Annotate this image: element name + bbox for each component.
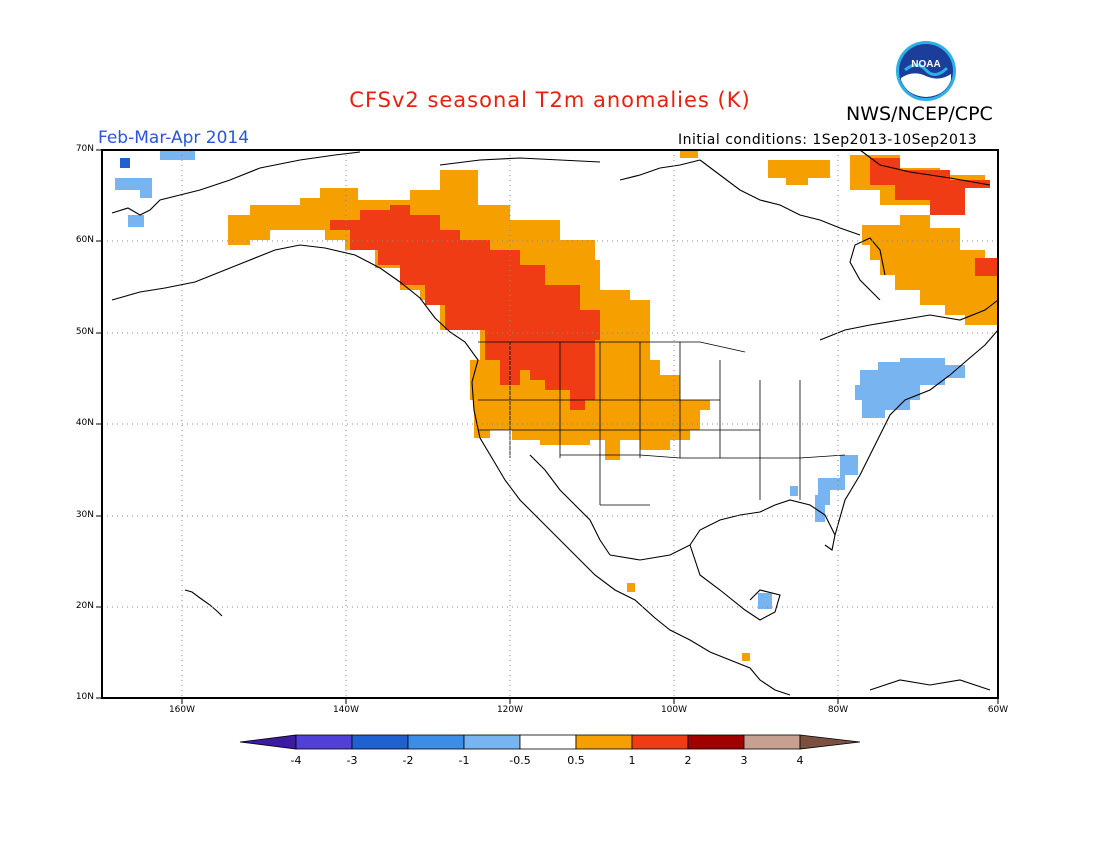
lat-label-50n: 50N [75,327,94,337]
lat-label-70n: 70N [75,144,94,154]
colorbar-tick-label: -2 [402,754,414,767]
cold-anomaly-alaska-sw [128,215,144,227]
colorbar-swatch [463,734,521,750]
anomaly-field [115,150,998,661]
colorbar-swatch [743,734,801,750]
initial-conditions: Initial conditions: 1Sep2013-10Sep2013 [678,132,978,148]
cold-anomaly-bering [120,158,130,168]
lon-label-120w: 120W [496,705,524,715]
colorbar-swatch [687,734,745,750]
colorbar-tick-label: -0.5 [509,754,531,767]
colorbar-swatch [407,734,465,750]
cold-anomaly-gulf [790,486,798,496]
lon-label-140w: 140W [332,705,360,715]
cold-anomaly-yucatan [758,593,772,609]
colorbar-swatch [631,734,689,750]
cold-anomaly-alaska-west [115,178,152,198]
lat-label-30n: 30N [75,510,94,520]
colorbar-swatch [519,734,577,750]
lon-label-80w: 80W [827,705,849,715]
lat-label-60n: 60N [75,235,94,245]
coastlines [111,149,999,696]
hot-anomaly-greenland [870,158,990,215]
colorbar [239,734,861,750]
map-title: CFSv2 seasonal T2m anomalies (K) [349,88,751,112]
lon-label-160w: 160W [168,705,196,715]
organization-label: NWS/NCEP/CPC [846,103,993,125]
colorbar-tick-label: 4 [796,754,804,767]
noaa-logo-text: NOAA [911,59,940,70]
warm-anomaly-baffin [680,150,698,158]
lon-label-60w: 60W [987,705,1009,715]
colorbar-tick-label: 3 [740,754,748,767]
colorbar-swatch [295,734,353,750]
forecast-period: Feb-Mar-Apr 2014 [98,128,250,148]
lon-label-100w: 100W [660,705,688,715]
colorbar-tick-label: 1 [628,754,636,767]
colorbar-tick-label: 0.5 [567,754,585,767]
warm-anomaly-arctic [768,160,830,185]
colorbar-tick-label: -1 [458,754,470,767]
colorbar-swatch [351,734,409,750]
cold-anomaly-alaska-north [160,150,195,160]
colorbar-tick-label: -4 [290,754,302,767]
hot-anomaly-labrador [975,258,997,276]
lat-label-10n: 10N [75,692,94,702]
colorbar-swatch [575,734,633,750]
cold-anomaly-southeast [815,455,858,522]
warm-anomaly-mexico [627,583,635,592]
hot-anomaly-core [330,205,600,410]
lat-label-20n: 20N [75,601,94,611]
cold-anomaly-northeast [855,358,965,418]
colorbar-right-arrow [799,734,861,750]
colorbar-tick-label: -3 [346,754,358,767]
lat-label-40n: 40N [75,418,94,428]
warm-anomaly-east-canada [862,215,998,325]
colorbar-tick-label: 2 [684,754,692,767]
colorbar-left-arrow [239,734,297,750]
noaa-logo: NOAA [896,41,956,101]
warm-anomaly-central-america [742,653,750,661]
